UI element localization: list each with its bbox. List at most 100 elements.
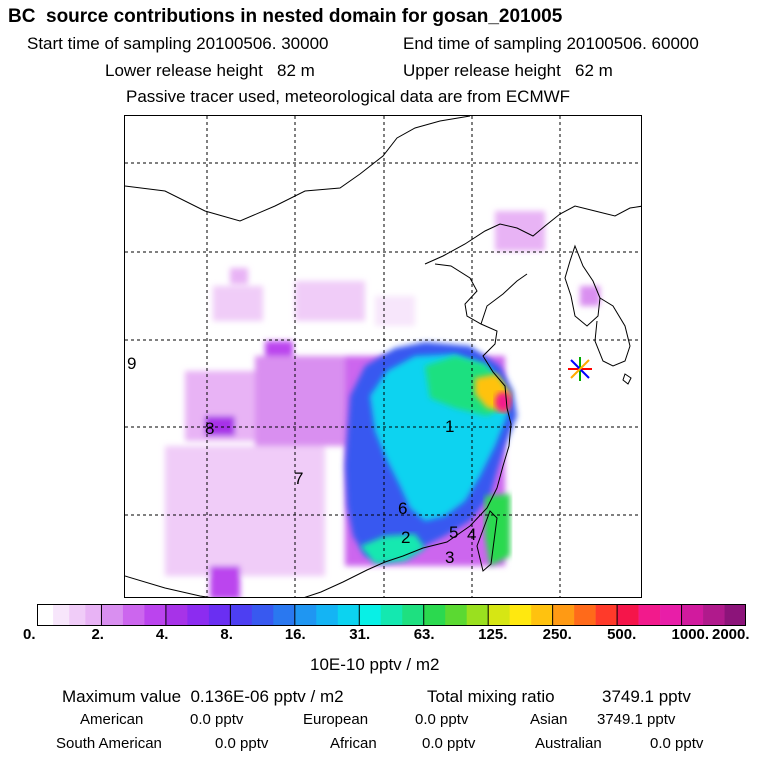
colorbar-swatch — [251, 604, 274, 626]
border-line — [424, 205, 641, 265]
receptor-star-icon — [568, 357, 592, 381]
colorbar-swatch — [445, 604, 467, 626]
colorbar-swatch — [359, 604, 382, 626]
region-label-1: 1 — [445, 417, 454, 436]
colorbar-tick-label: 16. — [284, 626, 306, 643]
colorbar-tick-label: 500. — [607, 626, 637, 643]
region-label-2: 2 — [401, 528, 410, 547]
colorbar-swatch — [660, 604, 682, 626]
colorbar-swatch — [273, 604, 296, 626]
plume-patch — [375, 296, 415, 326]
plume-patch — [580, 286, 600, 306]
total-mixing-value: 3749.1 pptv — [602, 687, 691, 706]
colorbar-tick-label: 250. — [542, 626, 572, 643]
asian-label: Asian — [530, 711, 568, 728]
colorbar-swatch — [509, 604, 532, 626]
colorbar-tick-label: 31. — [349, 626, 371, 643]
colorbar — [37, 604, 746, 626]
plume-patch — [265, 341, 293, 357]
border-line — [125, 116, 471, 222]
region-label-8: 8 — [205, 419, 214, 438]
plume-patch — [205, 416, 235, 436]
colorbar-tick-label: 2000. — [712, 626, 750, 643]
colorbar-swatch — [122, 604, 145, 626]
taiwan-coast — [476, 510, 498, 572]
european-value: 0.0 pptv — [415, 711, 469, 728]
colorbar-swatch — [37, 604, 54, 626]
colorbar-swatch — [703, 604, 725, 626]
african-value: 0.0 pptv — [422, 735, 476, 752]
colorbar-tick-label: 63. — [413, 626, 435, 643]
region-label-3: 3 — [445, 548, 454, 567]
map-panel: 1 2 3 4 5 6 7 8 9 — [124, 115, 642, 598]
colorbar-swatch — [337, 604, 360, 626]
colorbar-swatch — [488, 604, 510, 626]
european-label: European — [303, 711, 369, 728]
end-time-label: End time of sampling 20100506. 60000 — [403, 34, 699, 53]
colorbar-swatch — [380, 604, 403, 626]
colorbar-swatch — [574, 604, 596, 626]
coast-line — [304, 263, 512, 597]
plume-patch — [495, 211, 545, 251]
island-coast — [622, 373, 632, 385]
colorbar-swatch — [724, 604, 746, 626]
region-label-4: 4 — [467, 525, 476, 544]
region-label-5: 5 — [449, 523, 458, 542]
coastlines — [125, 116, 641, 597]
region-label-6: 6 — [398, 499, 407, 518]
south-american-label: South American — [56, 735, 162, 752]
plume-max — [495, 392, 511, 412]
colorbar-swatch — [638, 604, 661, 626]
region-label-7: 7 — [294, 469, 303, 488]
upper-release-label: Upper release height 62 m — [403, 61, 613, 80]
asian-value: 3749.1 pptv — [597, 711, 676, 728]
start-time-label: Start time of sampling 20100506. 30000 — [27, 34, 329, 53]
plume-south — [360, 534, 425, 564]
colorbar-swatch — [552, 604, 575, 626]
colorbar-border — [37, 604, 746, 626]
region-label-9: 9 — [127, 354, 136, 373]
colorbar-swatch — [402, 604, 425, 626]
colorbar-tick-label: 8. — [220, 626, 233, 643]
colorbar-swatch — [617, 604, 639, 626]
colorbar-swatch — [294, 604, 317, 626]
plume-patch — [230, 268, 248, 284]
plume-patch — [295, 281, 365, 321]
island-coast — [125, 575, 211, 597]
coast-line — [480, 273, 528, 325]
plume-patch — [210, 566, 240, 597]
australian-value: 0.0 pptv — [650, 735, 704, 752]
colorbar-swatch — [230, 604, 253, 626]
colorbar-swatch — [144, 604, 167, 626]
colorbar-swatch — [531, 604, 553, 626]
korea-coast — [594, 297, 631, 367]
american-label: American — [80, 711, 144, 728]
south-american-value: 0.0 pptv — [215, 735, 269, 752]
colorbar-tick-label: 4. — [155, 626, 169, 643]
korea-coast — [564, 244, 601, 327]
colorbar-swatch — [85, 604, 102, 626]
colorbar-tick-label: 125. — [478, 626, 508, 643]
colorbar-swatch — [316, 604, 339, 626]
colorbar-tick-label: 1000. — [671, 626, 710, 643]
plume-patch — [255, 356, 355, 446]
plume-field — [165, 211, 600, 597]
max-value-label: Maximum value 0.136E-06 pptv / m2 — [62, 687, 344, 706]
colorbar-swatch — [423, 604, 446, 626]
map-plot: 1 2 3 4 5 6 7 8 9 — [125, 116, 641, 597]
colorbar-swatch — [69, 604, 86, 626]
colorbar-swatch — [101, 604, 124, 626]
lower-release-label: Lower release height 82 m — [105, 61, 315, 80]
african-label: African — [330, 735, 377, 752]
american-value: 0.0 pptv — [190, 711, 244, 728]
colorbar-swatch — [187, 604, 210, 626]
colorbar-swatch — [53, 604, 70, 626]
australian-label: Australian — [535, 735, 602, 752]
colorbar-swatch — [681, 604, 704, 626]
colorbar-swatch — [208, 604, 231, 626]
colorbar-swatch — [466, 604, 489, 626]
colorbar-unit-label: 10E-10 pptv / m2 — [310, 655, 440, 674]
colorbar-swatch — [165, 604, 188, 626]
lat-lon-grid — [125, 116, 641, 597]
colorbar-swatch — [595, 604, 618, 626]
